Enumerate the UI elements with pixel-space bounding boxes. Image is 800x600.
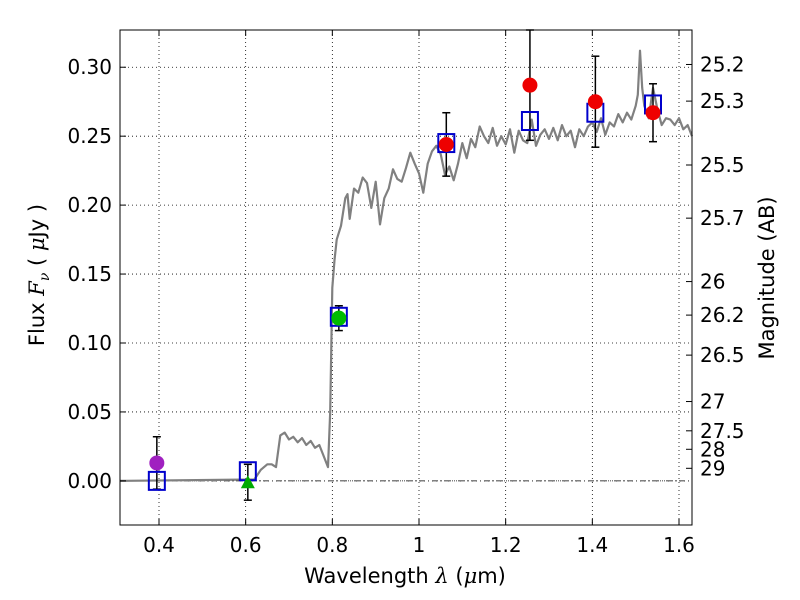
y2-tick-label: 25.2 xyxy=(700,52,745,76)
template-spectrum xyxy=(119,49,694,482)
data-point-circle xyxy=(522,77,538,93)
data-point-square xyxy=(329,306,348,327)
y2-tick-label: 25.7 xyxy=(700,206,745,230)
y2-tick-label: 25.3 xyxy=(700,89,745,113)
axis-ticks: 0.4 0.6 0.8 1 1.2 1.4 1.6 0.00 0.05 0.10 0.15 0.20 0… xyxy=(67,30,745,557)
y-tick-label: 0.00 xyxy=(67,469,112,493)
data-point-square xyxy=(437,133,456,154)
data-points xyxy=(147,29,662,501)
x-tick-label: 0.4 xyxy=(143,533,175,557)
data-point-circle xyxy=(645,105,661,121)
y2-tick-label: 26.5 xyxy=(700,343,745,367)
x-tick-label: 1.4 xyxy=(576,533,608,557)
y2-tick-label: 29 xyxy=(700,456,725,480)
y2-tick-label: 27.5 xyxy=(700,419,745,443)
y-tick-label: 0.05 xyxy=(67,400,112,424)
y2-tick-label: 28 xyxy=(700,437,725,461)
y-tick-label: 0.10 xyxy=(67,331,112,355)
y2-tick-label: 25.5 xyxy=(700,153,745,177)
y-tick-label: 0.15 xyxy=(67,262,112,286)
x-tick-label: 0.6 xyxy=(230,533,262,557)
y2-tick-label: 27 xyxy=(700,390,725,414)
data-point-circle xyxy=(149,455,165,471)
plot-frame xyxy=(119,29,693,526)
grid xyxy=(120,30,692,525)
spectrum-line xyxy=(119,49,694,482)
y-tick-label: 0.30 xyxy=(67,55,112,79)
y-axis-label: Flux Fν ( μJy ) xyxy=(25,204,53,346)
y2-tick-label: 26.2 xyxy=(700,303,745,327)
y2-tick-label: 26 xyxy=(700,270,725,294)
x-axis-label: Wavelength λ (μm) xyxy=(304,564,506,588)
data-point-triangle xyxy=(240,475,255,489)
data-point-circle xyxy=(331,310,347,326)
x-tick-label: 1.2 xyxy=(490,533,522,557)
y-tick-label: 0.20 xyxy=(67,193,112,217)
data-point-circle xyxy=(438,136,454,152)
y2-axis-label: Magnitude (AB) xyxy=(755,196,779,359)
x-tick-label: 1.6 xyxy=(663,533,695,557)
data-point-square xyxy=(147,470,166,491)
data-point-square xyxy=(520,111,539,132)
data-point-circle xyxy=(587,94,603,110)
x-tick-label: 0.8 xyxy=(316,533,348,557)
x-tick-label: 1 xyxy=(413,533,426,557)
y-tick-label: 0.25 xyxy=(67,124,112,148)
